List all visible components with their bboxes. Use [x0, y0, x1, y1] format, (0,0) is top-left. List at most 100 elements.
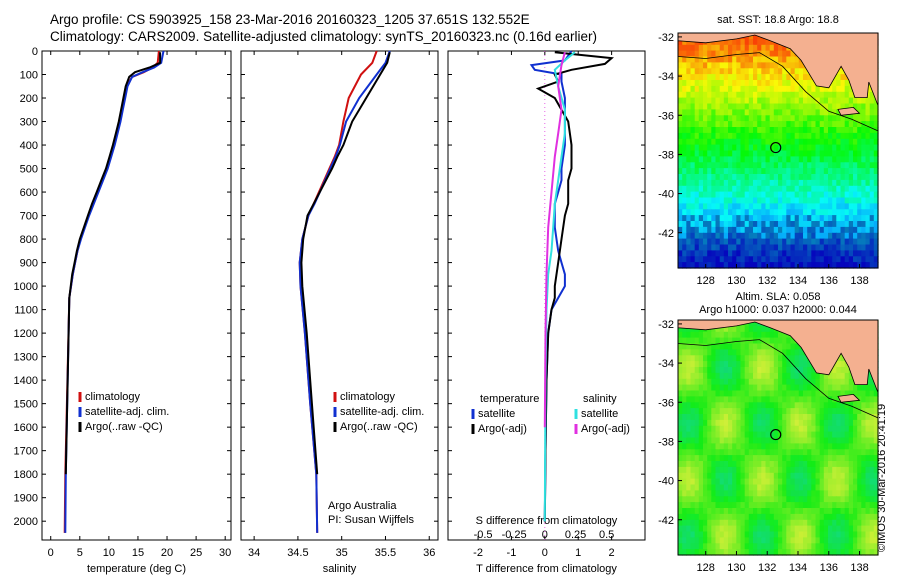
sla-grid-cell	[773, 431, 779, 439]
sst-grid-cell	[690, 56, 696, 63]
sla-grid-cell	[807, 372, 812, 380]
sla-grid-cell	[761, 349, 767, 356]
sla-grid-cell	[761, 390, 767, 397]
sst-grid-cell	[744, 62, 750, 69]
sst-grid-cell	[740, 162, 746, 169]
sst-grid-cell	[790, 150, 796, 157]
sst-grid-cell	[703, 68, 708, 75]
sst-grid-cell	[753, 109, 758, 116]
sla-grid-cell	[678, 431, 683, 439]
sst-grid-cell	[844, 162, 850, 169]
sla-grid-cell	[723, 443, 729, 450]
sla-grid-cell	[811, 461, 817, 468]
sst-grid-cell	[765, 203, 771, 210]
sla-grid-cell	[761, 367, 767, 374]
sst-grid-cell	[857, 197, 862, 204]
sla-grid-cell	[707, 437, 712, 444]
sst-grid-cell	[873, 197, 879, 204]
sst-grid-cell	[848, 215, 854, 222]
sst-grid-cell	[715, 215, 721, 222]
sla-grid-cell	[719, 437, 725, 444]
sst-grid-cell	[694, 174, 700, 181]
sla-grid-cell	[690, 508, 696, 515]
sla-grid-cell	[836, 508, 842, 515]
sst-grid-cell	[715, 109, 721, 116]
sst-grid-cell	[857, 250, 862, 257]
sla-grid-cell	[828, 472, 833, 480]
sst-grid-cell	[694, 244, 700, 251]
sla-grid-cell	[811, 537, 817, 544]
sst-grid-cell	[832, 115, 837, 122]
depth-tick-label: 1500	[14, 399, 38, 411]
sst-grid-cell	[703, 191, 708, 199]
sst-grid-cell	[803, 232, 808, 240]
sst-grid-cell	[798, 179, 804, 187]
sla-grid-cell	[811, 496, 817, 503]
sla-grid-cell	[744, 449, 750, 456]
sst-grid-cell	[848, 91, 854, 99]
sla-grid-cell	[719, 372, 725, 380]
sla-grid-cell	[836, 537, 842, 544]
sla-grid-cell	[803, 425, 808, 433]
sla-grid-cell	[703, 543, 708, 550]
sla-grid-cell	[815, 449, 821, 456]
sst-grid-cell	[686, 38, 692, 46]
sst-grid-cell	[732, 138, 737, 146]
sst-grid-cell	[694, 68, 700, 75]
sst-grid-cell	[865, 226, 871, 234]
sla-grid-cell	[790, 455, 796, 462]
sla-grid-cell	[861, 537, 867, 544]
sst-grid-cell	[769, 150, 775, 157]
sla-grid-cell	[811, 502, 817, 509]
temp-xtick-label: 20	[161, 547, 173, 559]
sst-grid-cell	[728, 80, 733, 87]
sst-grid-cell	[840, 232, 846, 240]
sst-grid-cell	[715, 226, 721, 234]
sst-grid-cell	[873, 156, 879, 163]
sst-grid-cell	[753, 191, 758, 199]
sla-grid-cell	[703, 455, 708, 462]
sst-grid-cell	[694, 197, 700, 204]
sst-grid-cell	[732, 38, 737, 46]
sst-grid-cell	[790, 215, 796, 222]
sla-grid-cell	[682, 543, 687, 550]
sla-grid-cell	[753, 343, 758, 350]
sst-grid-cell	[736, 103, 742, 110]
sst-grid-cell	[740, 203, 746, 210]
sla-argo-location-marker	[770, 428, 782, 441]
sst-grid-cell	[828, 132, 833, 140]
sst-grid-cell	[811, 168, 817, 175]
sla-grid-cell	[682, 496, 687, 503]
sst-grid-cell	[736, 56, 742, 63]
sla-grid-cell	[861, 449, 867, 456]
sst-grid-cell	[748, 191, 754, 199]
sla-grid-cell	[690, 331, 696, 339]
sst-grid-cell	[773, 185, 779, 193]
sst-grid-cell	[765, 85, 771, 93]
sla-grid-cell	[703, 478, 708, 486]
sla-grid-cell	[807, 455, 812, 462]
sst-grid-cell	[744, 179, 750, 187]
sst-grid-cell	[803, 179, 808, 187]
sla-grid-cell	[794, 484, 800, 491]
sla-grid-cell	[794, 443, 800, 450]
sla-bathymetry-contour	[677, 339, 879, 419]
sst-grid-cell	[844, 127, 850, 134]
sla-grid-cell	[694, 490, 700, 497]
sla-grid-cell	[828, 508, 833, 515]
sla-grid-cell	[748, 543, 754, 550]
sst-grid-cell	[698, 121, 704, 128]
sla-grid-cell	[861, 519, 867, 527]
sla-grid-cell	[857, 543, 862, 550]
sla-grid-cell	[686, 425, 692, 433]
sst-grid-cell	[803, 150, 808, 157]
sla-grid-cell	[723, 337, 729, 345]
sst-grid-cell	[778, 74, 783, 81]
sla-grid-cell	[715, 443, 721, 450]
sst-grid-cell	[769, 168, 775, 175]
sst-grid-cell	[703, 232, 708, 240]
sst-grid-cell	[811, 162, 817, 169]
sla-grid-cell	[748, 519, 754, 527]
sla-grid-cell	[853, 549, 858, 556]
sla-grid-cell	[707, 367, 712, 374]
